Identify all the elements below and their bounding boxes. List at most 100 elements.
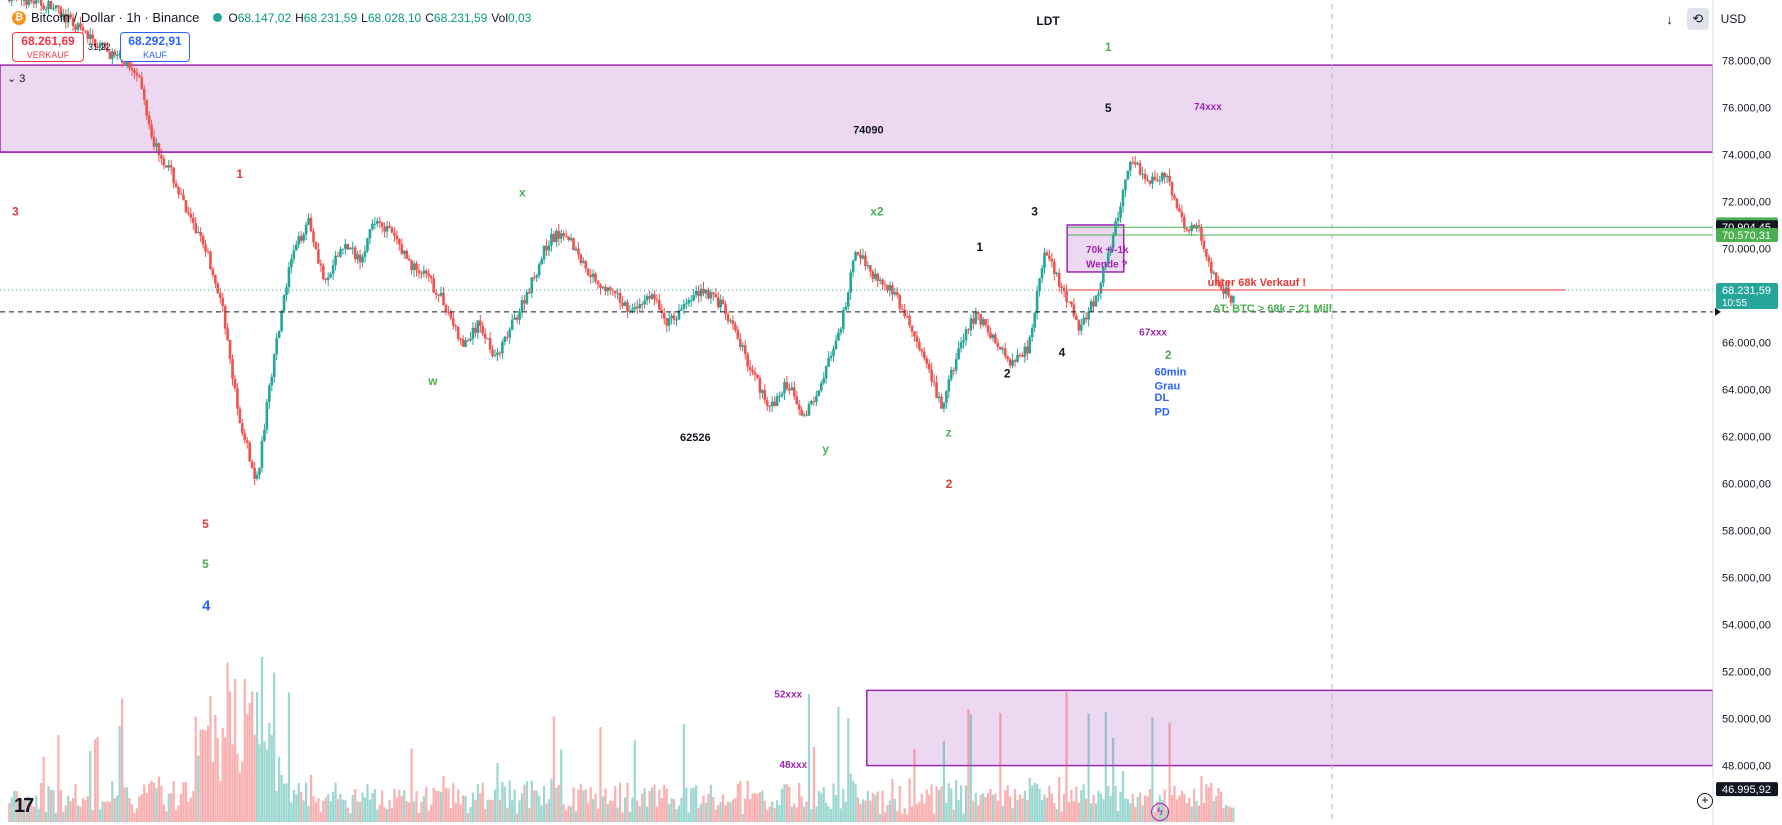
replay-icon[interactable]: ⟲ bbox=[1686, 8, 1709, 30]
candle-body bbox=[748, 366, 752, 370]
candle-body bbox=[84, 30, 87, 32]
candle-body bbox=[925, 358, 929, 364]
candle-body bbox=[272, 354, 276, 378]
candle-body bbox=[680, 308, 683, 311]
volume-bar bbox=[376, 809, 379, 822]
candle-body bbox=[324, 278, 328, 280]
volume-bar bbox=[488, 799, 492, 822]
volume-bar bbox=[1094, 803, 1098, 822]
volume-bar bbox=[515, 813, 519, 822]
volume-bar bbox=[825, 802, 828, 822]
candle-body bbox=[824, 366, 828, 379]
volume-bar bbox=[408, 802, 411, 822]
volume-bar bbox=[753, 793, 757, 822]
candle-body bbox=[994, 334, 997, 344]
volume-bar bbox=[565, 810, 568, 822]
volume-bar bbox=[167, 793, 170, 822]
candle-body bbox=[71, 17, 75, 26]
volume-bar bbox=[704, 802, 708, 822]
volume-bar bbox=[731, 799, 735, 822]
candle-body bbox=[1026, 346, 1029, 354]
candle-body bbox=[265, 401, 269, 430]
volume-bar bbox=[901, 813, 904, 822]
volume-bar bbox=[891, 778, 894, 822]
candle-body bbox=[268, 385, 271, 402]
chart-label: DL bbox=[1155, 392, 1170, 404]
candle-body bbox=[704, 289, 708, 294]
volume-bar bbox=[381, 790, 384, 822]
candle-body bbox=[341, 248, 345, 250]
volume-bar bbox=[1033, 782, 1036, 822]
volume-bar bbox=[665, 788, 668, 822]
volume-bar bbox=[476, 784, 479, 822]
volume-bar bbox=[405, 801, 408, 822]
volume-bar bbox=[923, 803, 926, 822]
candle-body bbox=[464, 340, 467, 347]
candle-body bbox=[449, 311, 453, 319]
candle-body bbox=[236, 388, 239, 409]
volume-bar bbox=[1045, 797, 1049, 822]
candle-body bbox=[623, 302, 627, 306]
arrow-down-icon[interactable]: ↓ bbox=[1666, 11, 1673, 27]
candle-body bbox=[1013, 360, 1017, 362]
candle-body bbox=[1018, 354, 1022, 356]
currency-select[interactable]: USD bbox=[1720, 12, 1746, 26]
volume-bar bbox=[339, 794, 342, 822]
candle-body bbox=[79, 23, 82, 28]
candle-body bbox=[851, 260, 855, 273]
volume-bar bbox=[464, 796, 467, 822]
indicator-toggle[interactable]: ⌄ 3 bbox=[7, 73, 26, 85]
volume-bar bbox=[658, 789, 661, 822]
volume-bar bbox=[967, 709, 970, 822]
chart-label: 5 bbox=[1105, 101, 1112, 115]
volume-bar bbox=[255, 692, 259, 822]
volume-bar bbox=[206, 725, 210, 822]
candle-body bbox=[304, 224, 308, 235]
volume-bar bbox=[807, 694, 811, 822]
candle-body bbox=[388, 225, 391, 228]
candle-body bbox=[819, 383, 823, 391]
candle-body bbox=[1102, 267, 1105, 284]
candle-body bbox=[839, 328, 843, 333]
add-icon[interactable]: + bbox=[1697, 793, 1713, 809]
candle-body bbox=[716, 297, 720, 308]
volume-bar bbox=[736, 783, 739, 822]
volume-bar bbox=[501, 781, 504, 822]
candle-body bbox=[972, 318, 975, 324]
candle-body bbox=[525, 291, 529, 304]
candle-body bbox=[201, 236, 205, 245]
volume-bar bbox=[415, 791, 418, 822]
chart-label: 1 bbox=[1105, 40, 1112, 54]
sell-button[interactable]: 68.261,69 VERKAUF bbox=[12, 32, 84, 62]
volume-bar bbox=[373, 789, 376, 822]
candle-body bbox=[910, 325, 914, 332]
candle-body bbox=[976, 312, 980, 315]
volume-bar bbox=[775, 800, 779, 822]
lightning-icon[interactable]: ϟ bbox=[1151, 803, 1169, 821]
buy-button[interactable]: 68.292,91 KAUF bbox=[120, 32, 190, 62]
candle-body bbox=[996, 343, 1000, 347]
volume-bar bbox=[354, 788, 357, 822]
volume-bar bbox=[228, 691, 232, 822]
volume-bar bbox=[300, 791, 303, 822]
volume-bar bbox=[945, 802, 948, 822]
candle-body bbox=[594, 273, 597, 282]
volume-bar bbox=[932, 813, 936, 822]
price-axis[interactable]: 78.000,00 76.000,00 74.000,00 72.000,00 70.0… bbox=[1712, 0, 1782, 825]
volume-bar bbox=[179, 793, 183, 822]
candle-body bbox=[140, 77, 144, 89]
volume-bar bbox=[1053, 802, 1056, 822]
chart-label: 1 bbox=[976, 240, 983, 254]
candle-body bbox=[459, 338, 462, 340]
candle-body bbox=[802, 414, 806, 416]
volume-bar bbox=[1077, 802, 1080, 822]
candle-body bbox=[682, 304, 686, 309]
candle-body bbox=[1109, 247, 1113, 253]
symbol-title[interactable]: Bitcoin / Dollar · 1h · Binance bbox=[31, 10, 200, 25]
candle-body bbox=[277, 330, 281, 338]
candle-body bbox=[650, 294, 654, 299]
candle-body bbox=[383, 226, 386, 232]
candle-body bbox=[314, 242, 318, 250]
volume-bar bbox=[233, 679, 237, 822]
